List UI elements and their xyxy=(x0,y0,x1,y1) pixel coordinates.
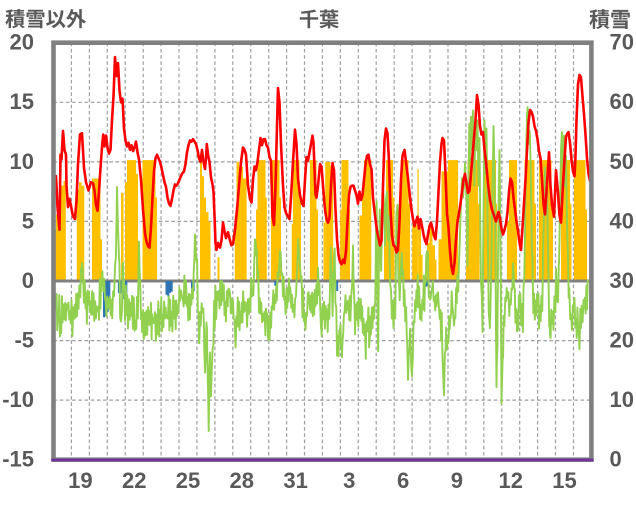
svg-text:-15: -15 xyxy=(2,447,34,472)
svg-text:6: 6 xyxy=(397,468,409,493)
svg-text:20: 20 xyxy=(10,30,34,55)
svg-text:22: 22 xyxy=(122,468,146,493)
svg-text:70: 70 xyxy=(610,30,634,55)
svg-text:60: 60 xyxy=(610,89,634,114)
svg-text:40: 40 xyxy=(610,208,634,233)
svg-text:15: 15 xyxy=(10,89,34,114)
svg-text:50: 50 xyxy=(610,149,634,174)
svg-text:5: 5 xyxy=(22,208,34,233)
svg-text:10: 10 xyxy=(10,149,34,174)
svg-text:-10: -10 xyxy=(2,387,34,412)
svg-text:0: 0 xyxy=(610,447,622,472)
svg-text:30: 30 xyxy=(610,268,634,293)
svg-text:-5: -5 xyxy=(14,328,34,353)
svg-text:31: 31 xyxy=(283,468,307,493)
svg-text:10: 10 xyxy=(610,387,634,412)
svg-text:28: 28 xyxy=(230,468,254,493)
svg-text:15: 15 xyxy=(552,468,576,493)
svg-text:0: 0 xyxy=(22,268,34,293)
svg-text:3: 3 xyxy=(343,468,355,493)
svg-text:12: 12 xyxy=(498,468,522,493)
svg-text:9: 9 xyxy=(451,468,463,493)
svg-text:19: 19 xyxy=(68,468,92,493)
svg-text:25: 25 xyxy=(176,468,200,493)
svg-text:20: 20 xyxy=(610,328,634,353)
